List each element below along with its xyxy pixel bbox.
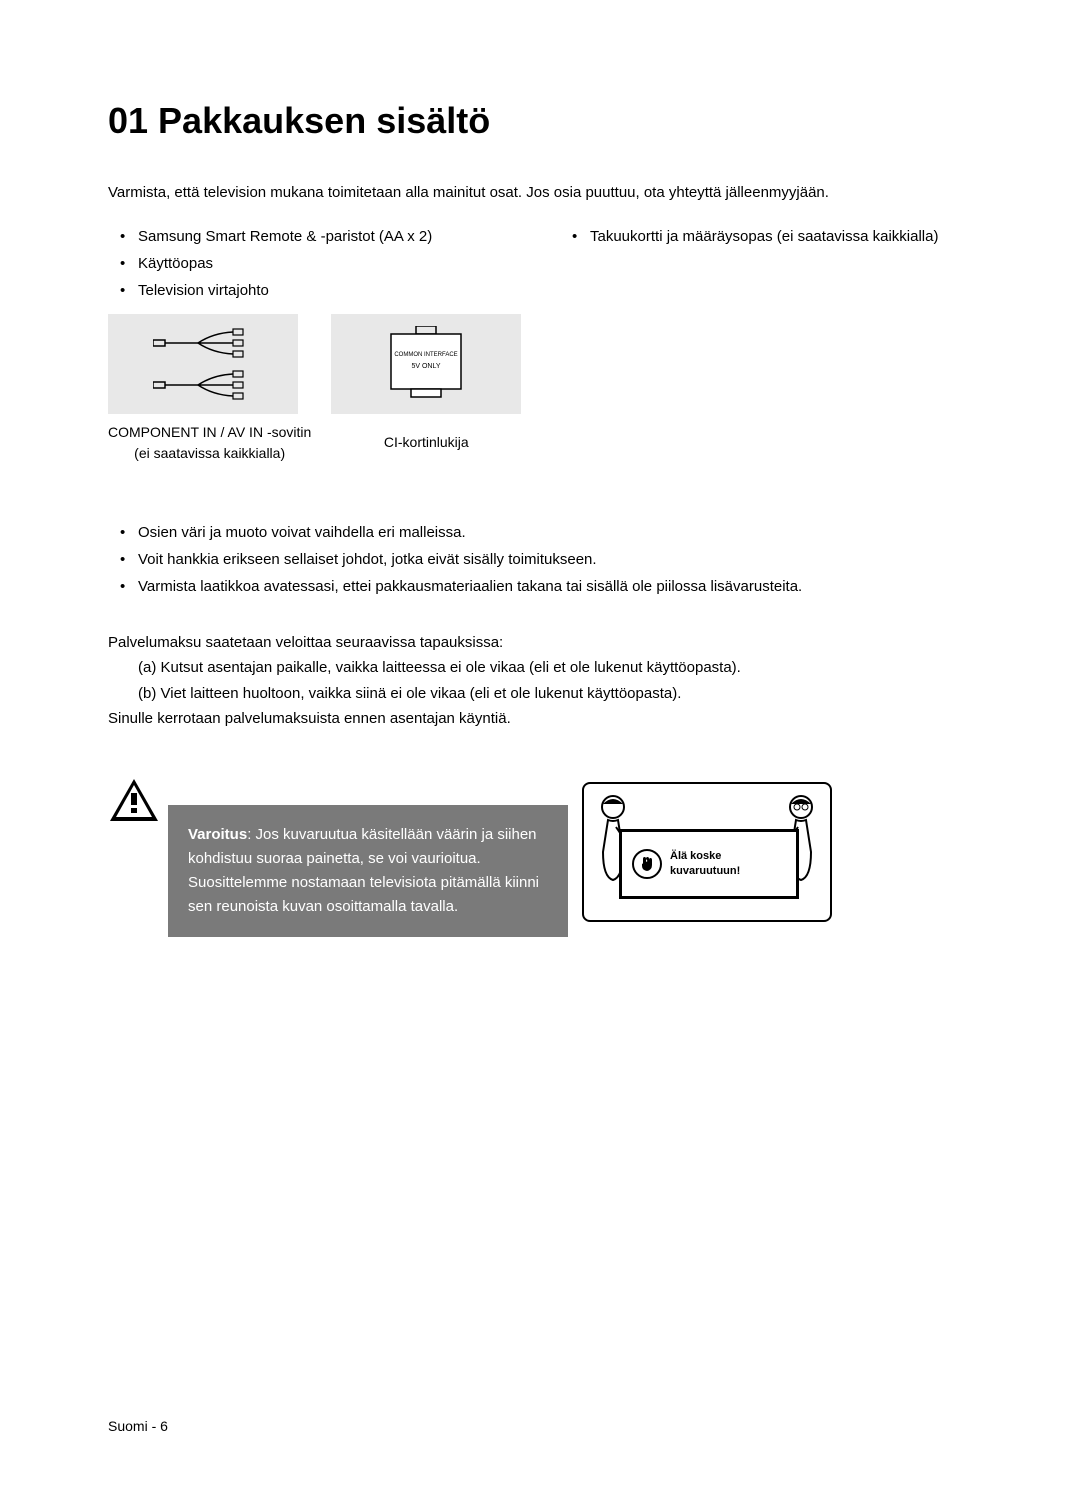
warning-illustration: Älä koske kuvaruutuun! xyxy=(582,782,832,922)
cable-icon xyxy=(153,370,253,400)
note-item: Varmista laatikkoa avatessasi, ettei pak… xyxy=(138,573,972,600)
warning-text: Varoitus: Jos kuvaruutua käsitellään vää… xyxy=(168,805,568,937)
list-item: Käyttöopas xyxy=(138,250,520,277)
ci-reader-image: COMMON INTERFACE 5V ONLY xyxy=(331,314,521,414)
ci-caption: CI-kortinlukija xyxy=(331,422,521,453)
list-item: Takuukortti ja määräysopas (ei saataviss… xyxy=(590,223,972,250)
note-item: Voit hankkia erikseen sellaiset johdot, … xyxy=(138,546,972,573)
list-item: Samsung Smart Remote & -paristot (AA x 2… xyxy=(138,223,520,250)
cable-icon xyxy=(153,328,253,358)
left-list: Samsung Smart Remote & -paristot (AA x 2… xyxy=(108,223,520,304)
contents-columns: Samsung Smart Remote & -paristot (AA x 2… xyxy=(108,223,972,304)
page-footer: Suomi - 6 xyxy=(108,1418,168,1434)
adapter-image xyxy=(108,314,298,414)
accessory-images: COMPONENT IN / AV IN -sovitin (ei saatav… xyxy=(108,314,972,464)
svg-text:5V ONLY: 5V ONLY xyxy=(412,363,441,370)
note-item: Osien väri ja muoto voivat vaihdella eri… xyxy=(138,519,972,546)
list-item: Television virtajohto xyxy=(138,277,520,304)
adapter-caption: COMPONENT IN / AV IN -sovitin (ei saatav… xyxy=(108,422,311,464)
no-touch-hand-icon xyxy=(632,849,662,879)
service-section: Palvelumaksu saatetaan veloittaa seuraav… xyxy=(108,630,972,732)
svg-text:COMMON INTERFACE: COMMON INTERFACE xyxy=(395,352,458,358)
intro-text: Varmista, että television mukana toimite… xyxy=(108,182,972,205)
right-list: Takuukortti ja määräysopas (ei saataviss… xyxy=(560,223,972,250)
no-touch-label: Älä koske kuvaruutuun! xyxy=(670,849,740,878)
page-heading: 01 Pakkauksen sisältö xyxy=(108,100,972,142)
ci-reader-icon: COMMON INTERFACE 5V ONLY xyxy=(381,326,471,401)
warning-block: Varoitus: Jos kuvaruutua käsitellään vää… xyxy=(108,777,972,937)
notes-section: Osien väri ja muoto voivat vaihdella eri… xyxy=(108,519,972,600)
tv-screen-icon: Älä koske kuvaruutuun! xyxy=(619,829,799,899)
warning-triangle-icon xyxy=(108,777,160,823)
